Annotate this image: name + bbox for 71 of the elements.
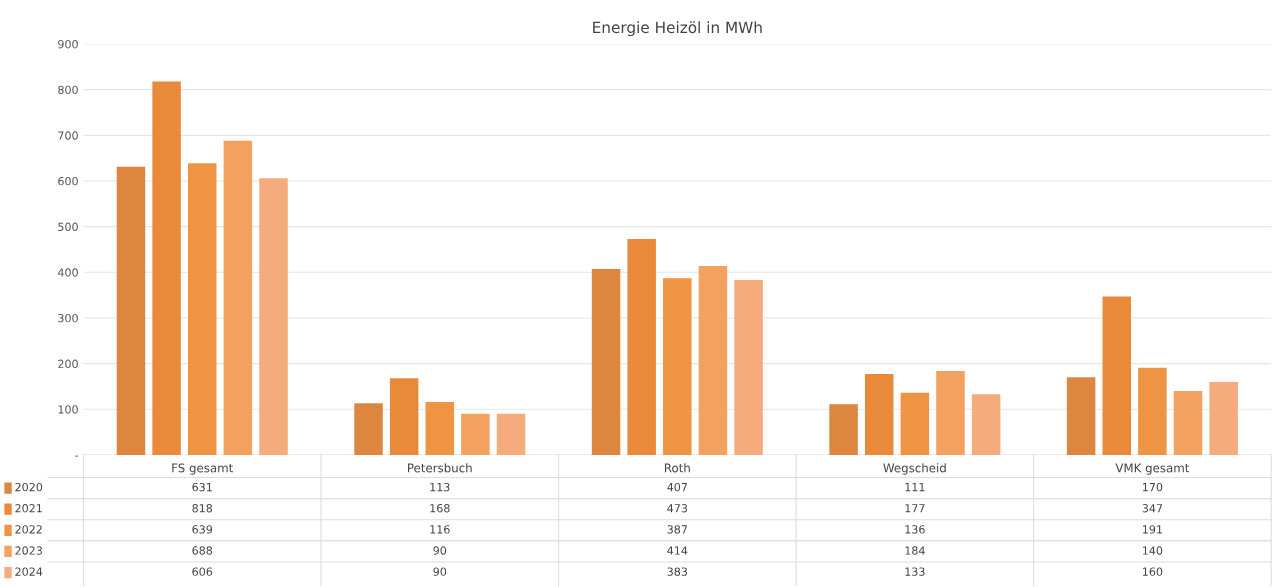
bar: [1066, 377, 1096, 455]
data-label: 90: [433, 567, 447, 576]
y-tick-label: 200: [58, 359, 78, 368]
data-label: 160: [1143, 567, 1163, 576]
data-label: 140: [1143, 546, 1163, 555]
chart-title: Energie Heizöl in MWh: [593, 21, 762, 37]
data-label: 383: [667, 567, 688, 576]
bar: [354, 403, 383, 455]
bar: [1209, 381, 1238, 455]
data-label: 639: [192, 525, 213, 534]
bar: [829, 404, 858, 455]
data-label: 133: [905, 567, 925, 576]
data-label: 347: [1142, 504, 1163, 513]
x-tick-label: FS gesamt: [172, 463, 233, 475]
bar: [1173, 391, 1203, 455]
data-label: 116: [430, 525, 450, 534]
x-tick-label: Roth: [664, 463, 690, 473]
bar: [496, 413, 526, 455]
bar: [152, 81, 181, 455]
data-label: 168: [430, 504, 450, 513]
legend-label: 2023: [15, 546, 42, 555]
bar: [864, 374, 894, 455]
legend-label: 2021: [15, 504, 42, 513]
y-tick-label: 800: [58, 85, 78, 95]
data-label: 387: [667, 525, 687, 534]
y-tick-label: -: [75, 455, 79, 457]
bar: [259, 178, 288, 455]
data-label: 111: [905, 483, 925, 492]
data-label: 688: [192, 546, 213, 555]
bar: [698, 265, 728, 455]
data-label: 136: [905, 525, 925, 534]
bar: [389, 378, 419, 455]
bar: [936, 370, 965, 455]
legend-label: 2024: [15, 567, 43, 576]
data-label: 414: [667, 546, 688, 555]
legend-label: 2022: [15, 525, 42, 534]
bar: [425, 401, 455, 455]
y-tick-label: 600: [58, 176, 78, 186]
data-label: 631: [192, 482, 212, 492]
bar: [461, 413, 490, 455]
data-label: 90: [433, 546, 447, 555]
bar: [971, 394, 1001, 455]
y-tick-label: 700: [58, 131, 78, 140]
legend-label: 2020: [15, 482, 43, 492]
data-label: 191: [1143, 525, 1162, 534]
data-label: 818: [192, 504, 213, 513]
bar: [1138, 367, 1167, 455]
x-tick-label: Wegscheid: [883, 463, 946, 475]
y-tick-label: 100: [58, 405, 78, 414]
bar: [1102, 296, 1132, 455]
y-tick-label: 300: [58, 313, 78, 323]
bar: [627, 238, 656, 455]
y-tick-label: 500: [58, 222, 78, 232]
data-label: 170: [1143, 482, 1163, 492]
y-tick-label: 400: [57, 268, 78, 277]
bar: [187, 163, 217, 455]
data-label: 407: [667, 482, 687, 492]
bar: [663, 278, 692, 455]
x-tick-label: VMK gesamt: [1115, 463, 1190, 475]
bar: [223, 140, 253, 455]
data-label: 113: [430, 482, 450, 492]
data-label: 184: [905, 546, 925, 555]
bar: [900, 392, 930, 455]
bar: [116, 166, 146, 455]
data-label: 473: [667, 504, 688, 513]
x-tick-label: Petersbuch: [408, 463, 472, 473]
data-label: 177: [905, 504, 925, 513]
y-tick-label: 900: [58, 40, 78, 49]
data-label: 606: [192, 567, 213, 576]
bar: [591, 269, 621, 455]
bar: [734, 280, 763, 455]
